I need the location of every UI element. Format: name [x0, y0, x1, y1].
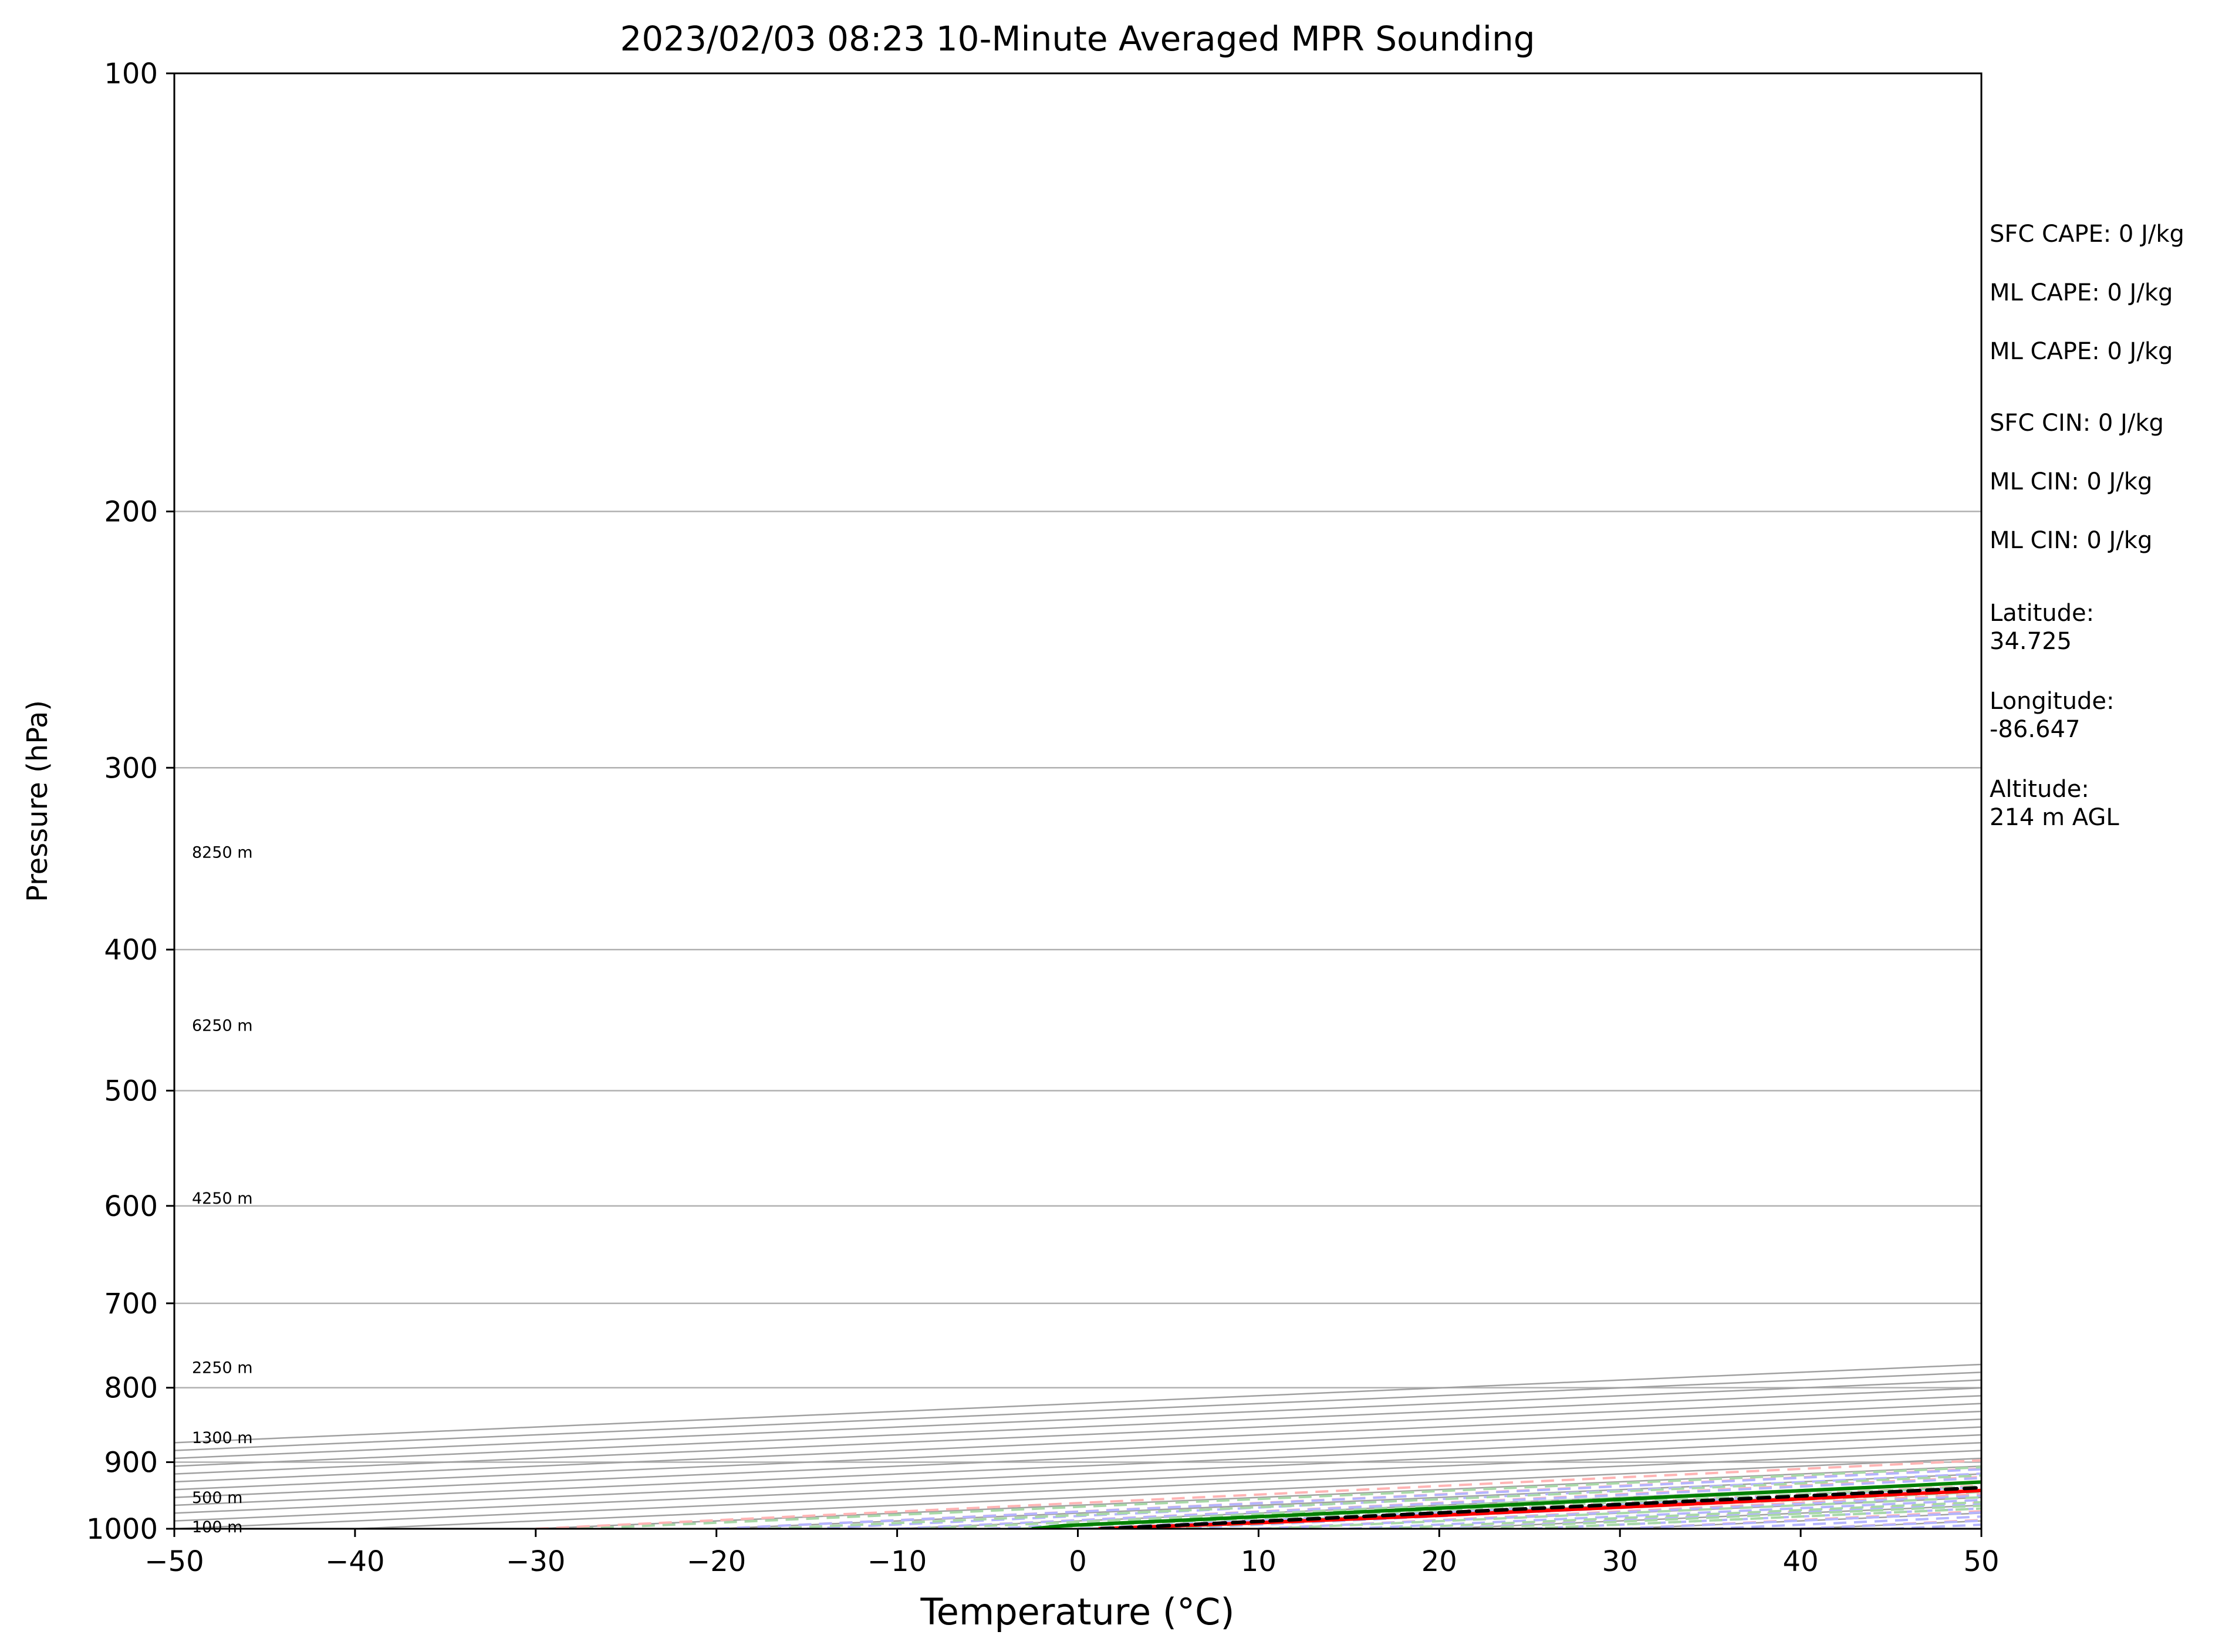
height-label: 100 m	[192, 1518, 242, 1536]
x-tick-label: 30	[1602, 1545, 1638, 1578]
x-tick-label: −30	[506, 1545, 565, 1578]
y-tick-label: 200	[104, 496, 158, 529]
x-tick-label: 20	[1421, 1545, 1457, 1578]
sfc-cin-text: SFC CIN: 0 J/kg	[1990, 409, 2164, 437]
x-tick-label: 40	[1783, 1545, 1819, 1578]
height-label: 6250 m	[192, 1016, 253, 1035]
x-axis-label: Temperature (°C)	[920, 1590, 1234, 1633]
y-tick-label: 100	[104, 58, 158, 90]
altitude-text: Altitude:214 m AGL	[1990, 775, 2119, 832]
chart-title: 2023/02/03 08:23 10-Minute Averaged MPR …	[620, 19, 1535, 59]
x-tick-label: 0	[1069, 1545, 1087, 1578]
ml-cin-text: ML CIN: 0 J/kg	[1990, 468, 2152, 496]
y-tick-label: 500	[104, 1075, 158, 1107]
y-tick-label: 700	[104, 1288, 158, 1320]
latitude-text: Latitude:34.725	[1990, 599, 2094, 656]
height-label: 500 m	[192, 1489, 242, 1507]
y-tick-label: 1000	[86, 1513, 158, 1546]
y-axis-label: Pressure (hPa)	[21, 700, 54, 902]
ml-cin-text-2: ML CIN: 0 J/kg	[1990, 526, 2152, 555]
longitude-text: Longitude:-86.647	[1990, 687, 2114, 744]
y-tick-label: 400	[104, 934, 158, 967]
x-tick-label: −20	[687, 1545, 746, 1578]
x-tick-label: −50	[144, 1545, 204, 1578]
sfc-cape-text: SFC CAPE: 0 J/kg	[1990, 220, 2184, 248]
y-tick-label: 900	[104, 1447, 158, 1479]
ml-cape-text-2: ML CAPE: 0 J/kg	[1990, 337, 2173, 366]
x-tick-label: 10	[1241, 1545, 1277, 1578]
height-label: 8250 m	[192, 844, 253, 862]
y-tick-label: 300	[104, 752, 158, 785]
height-label: 2250 m	[192, 1359, 253, 1377]
height-label: 4250 m	[192, 1190, 253, 1208]
x-tick-label: −40	[325, 1545, 384, 1578]
stats-panel: SFC CAPE: 0 J/kg ML CAPE: 0 J/kg ML CAPE: …	[1990, 0, 2218, 1649]
x-tick-label: −10	[867, 1545, 927, 1578]
height-label: 1300 m	[192, 1429, 253, 1447]
ml-cape-text: ML CAPE: 0 J/kg	[1990, 279, 2173, 307]
y-tick-label: 600	[104, 1190, 158, 1223]
y-tick-label: 800	[104, 1372, 158, 1405]
